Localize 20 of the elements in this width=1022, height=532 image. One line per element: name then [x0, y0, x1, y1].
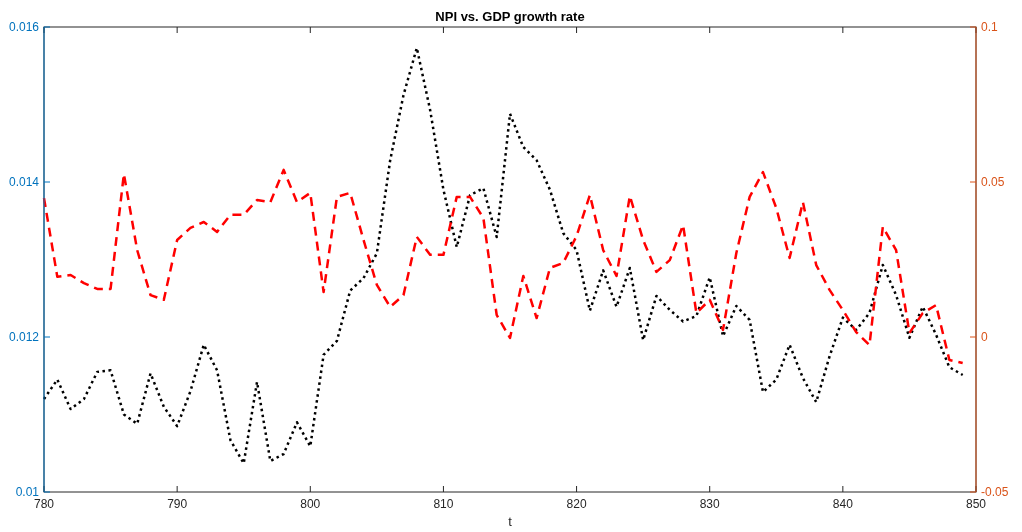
x-tick-label: 830 [699, 497, 721, 511]
x-tick-label: 850 [965, 497, 987, 511]
y-tick-label: 0.016 [8, 20, 40, 34]
x-tick-label: 810 [433, 497, 454, 511]
y2-tick-label: -0.05 [981, 485, 1009, 499]
y-tick-label: 0.01 [15, 485, 40, 499]
x-tick-label: 790 [167, 497, 188, 511]
line-series [42, 46, 964, 465]
x-tick-label: 840 [832, 497, 854, 511]
y-tick-label: 0.012 [8, 330, 40, 344]
y2-tick-label: 0.05 [981, 175, 1005, 189]
line-series [42, 168, 964, 365]
y2-tick-label: 0 [981, 330, 988, 344]
x-tick-label: 780 [33, 497, 55, 511]
x-tick-label: 800 [300, 497, 321, 511]
y2-tick-label: 0.1 [981, 20, 999, 34]
x-axis-title: t [508, 514, 513, 529]
x-tick-label: 820 [566, 497, 587, 511]
y-tick-label: 0.014 [8, 175, 40, 189]
chart-title: NPI vs. GDP growth rate [435, 9, 585, 24]
